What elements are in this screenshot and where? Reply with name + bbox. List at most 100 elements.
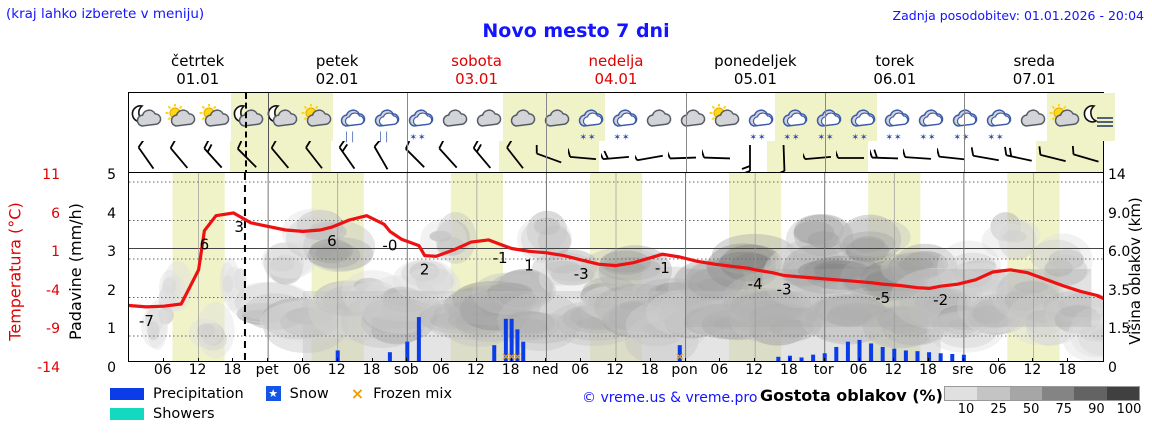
cloud-blob [432,301,502,329]
cloud-blob [199,327,228,351]
cloud-blob [322,285,379,316]
cloud-blob [991,271,1064,321]
cloud-blob [435,211,477,264]
day-separator [268,141,270,177]
cloud-blob [785,214,854,266]
precipitation-axis-title-label: Padavine (mm/h) [65,202,85,340]
cloud-blob [619,299,668,312]
temperature-label: 6 [327,232,337,250]
precipitation-bar [845,341,850,361]
cloud-density-field [141,208,1103,361]
cloud-blob [859,260,925,301]
cloud-blob [729,295,823,345]
cloud-blob [268,256,295,272]
cloud-blob [932,305,1000,349]
cloud-blob [826,307,873,327]
wind-barb [969,141,1003,177]
legend-snow: ★ Snow [265,386,329,402]
cloud-blob [1044,259,1073,277]
cloud-blob [794,214,845,246]
cloud-density-tick-label: 100 [1116,402,1142,417]
wind-barb [565,141,600,177]
day-tick-label: ned [532,362,559,378]
cloud-blob [220,257,240,300]
hour-tick-label: 18 [919,362,937,378]
hour-tick [301,358,303,362]
cloud-blob [973,297,1017,329]
credit-link[interactable]: © vreme.us & vreme.pro [582,390,758,406]
cloud-blob [243,293,306,330]
cloud-blob [1077,314,1103,356]
cloud-blob [471,272,549,315]
precip-ticks-1: 4 [107,205,116,222]
cloud-blob [1026,310,1074,346]
cloud-blob [947,318,984,331]
cloud-blob [476,294,536,313]
temperature-label: -3 [574,265,589,283]
cloud-blob [749,315,807,346]
day-tick-label: pet [255,362,279,378]
cloud-density-swatch-10 [945,387,978,400]
rain-marker-icon: ││ [343,133,357,143]
day-tick-label: tor [813,362,834,378]
cloud-blob [931,310,989,338]
weather-icon-cloud-snow: ✶✶ [911,93,945,143]
cloud-blob [280,306,340,338]
cloud-blob [409,261,440,282]
cloud-blob [222,266,245,312]
cloud-blob [310,237,374,271]
day-date: 07.01 [1012,70,1056,88]
precip-ticks-0: 5 [107,167,116,183]
hour-tick-label: 12 [466,362,485,378]
wind-barb [431,141,465,177]
snow-marker-icon: ✶✶ [749,133,767,143]
snow-icon: ★ [265,386,281,401]
cloud-blob [674,259,745,302]
cloud-blob [357,284,397,313]
hour-tick [928,358,930,362]
cloud-blob [260,300,358,343]
wind-barb [498,141,533,177]
cloud-blob [308,280,402,342]
hour-tick-label: 12 [884,362,903,378]
cloud-blob [902,251,949,278]
cloud-blob [658,299,724,330]
hour-tick [545,358,547,362]
cloud-blob [361,301,435,343]
cloud-blob [998,219,1036,260]
hour-tick [336,358,338,362]
cloud-blob [814,263,859,282]
day-separator [685,93,687,141]
cloud-blob [315,281,397,316]
weather-icon-moon-cloud [231,93,265,141]
cloud-blob [971,305,1006,324]
legend-showers: Showers [110,406,215,422]
cloud-blob [957,280,1030,334]
weather-icon-cloud [673,93,707,141]
cloud-blob [828,302,888,321]
cloud-blob [345,281,401,321]
day-name: ponedeljek [714,52,797,70]
cloud-blob [158,269,181,306]
cloud-density-colorbar [944,386,1140,401]
day-separator [268,93,270,141]
cloud-blob [688,268,737,299]
cloud-blob [748,303,818,331]
cloud-blob [1024,302,1081,346]
weather-icon-sun-cloud [197,93,231,141]
cloud-blob [769,319,814,338]
hour-tick [1032,358,1034,362]
weather-icon-cloud [537,93,571,141]
weather-icon-cloud-rain: ││ [367,93,401,143]
cloud-blob [598,256,662,281]
cloud-blob [188,318,222,348]
cloud-blob [664,308,719,339]
weather-icon-cloud [639,93,673,141]
cloud-blob [447,307,511,332]
cloud-blob [443,284,542,326]
cloud-blob [937,240,1001,295]
day-separator [407,93,409,141]
cloud-blob [723,288,812,322]
weather-icon-row: ││ ││ ✶✶ ✶✶ ✶✶ ✶✶ ✶✶ ✶✶ ✶✶ ✶✶ ✶✶ ✶✶ ✶✶ [129,93,1115,143]
